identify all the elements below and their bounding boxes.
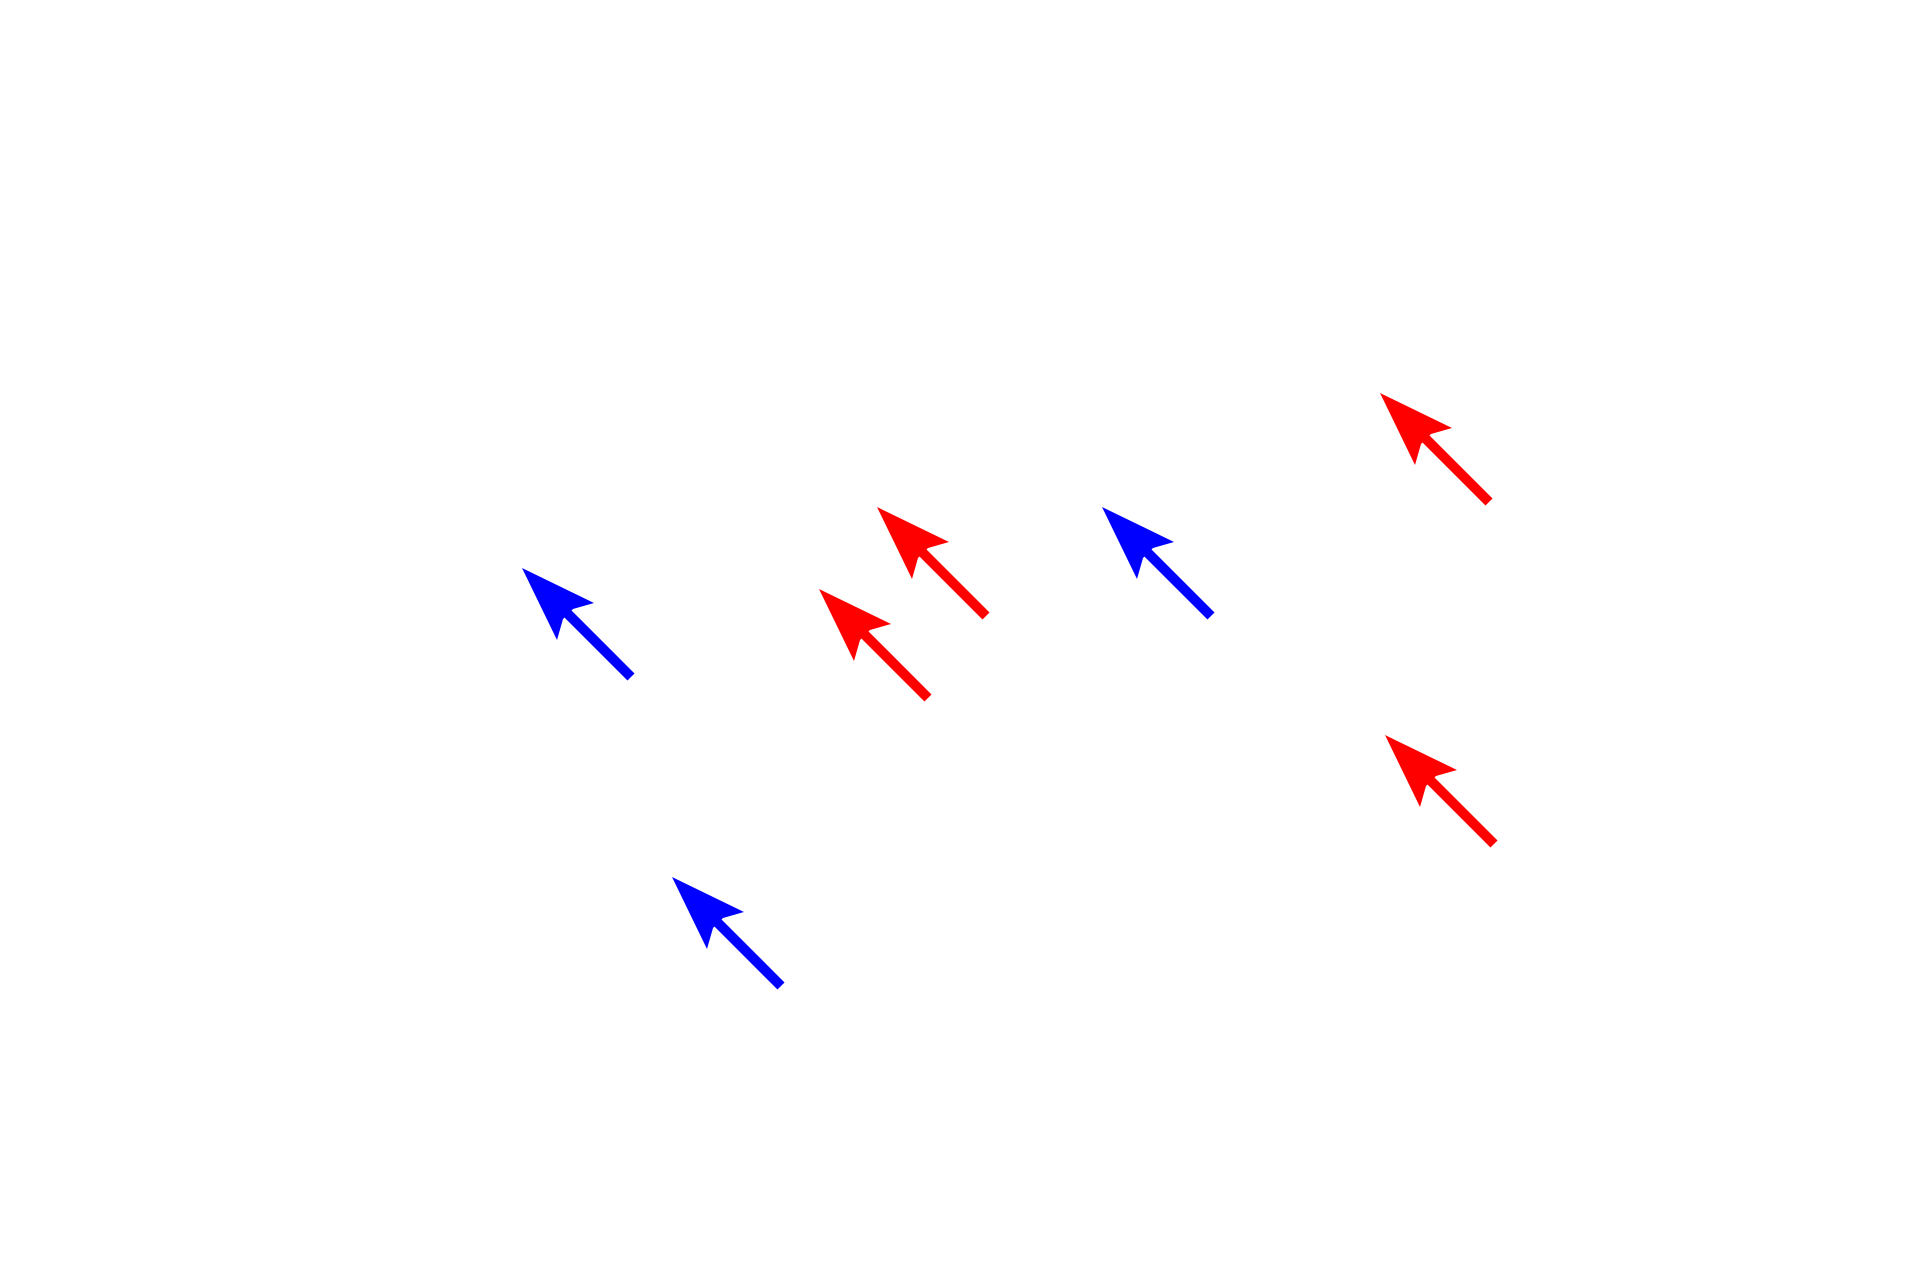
arrow-head	[672, 877, 744, 949]
arrow-7	[672, 877, 785, 990]
arrow-4	[1102, 507, 1215, 620]
arrow-2	[877, 507, 990, 620]
arrow-head	[819, 589, 891, 661]
arrow-1	[522, 568, 635, 681]
arrow-head	[1380, 393, 1452, 465]
arrow-head	[522, 568, 594, 640]
arrow-shaft	[1138, 543, 1215, 620]
arrow-5	[1380, 393, 1493, 506]
arrow-3	[819, 589, 932, 702]
arrow-shaft	[558, 604, 635, 681]
arrow-shaft	[1416, 429, 1493, 506]
arrow-head	[877, 507, 949, 579]
arrow-head	[1102, 507, 1174, 579]
arrow-shaft	[913, 543, 990, 620]
arrow-head	[1385, 735, 1457, 807]
arrow-shaft	[1421, 771, 1498, 848]
arrow-shaft	[855, 625, 932, 702]
arrow-shaft	[708, 913, 785, 990]
arrow-6	[1385, 735, 1498, 848]
